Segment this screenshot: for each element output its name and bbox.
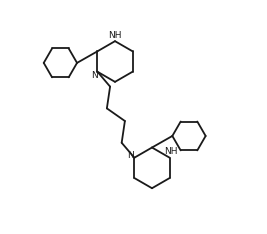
- Text: NH: NH: [164, 147, 178, 156]
- Text: NH: NH: [108, 31, 122, 40]
- Text: N: N: [91, 71, 98, 80]
- Text: N: N: [127, 151, 134, 160]
